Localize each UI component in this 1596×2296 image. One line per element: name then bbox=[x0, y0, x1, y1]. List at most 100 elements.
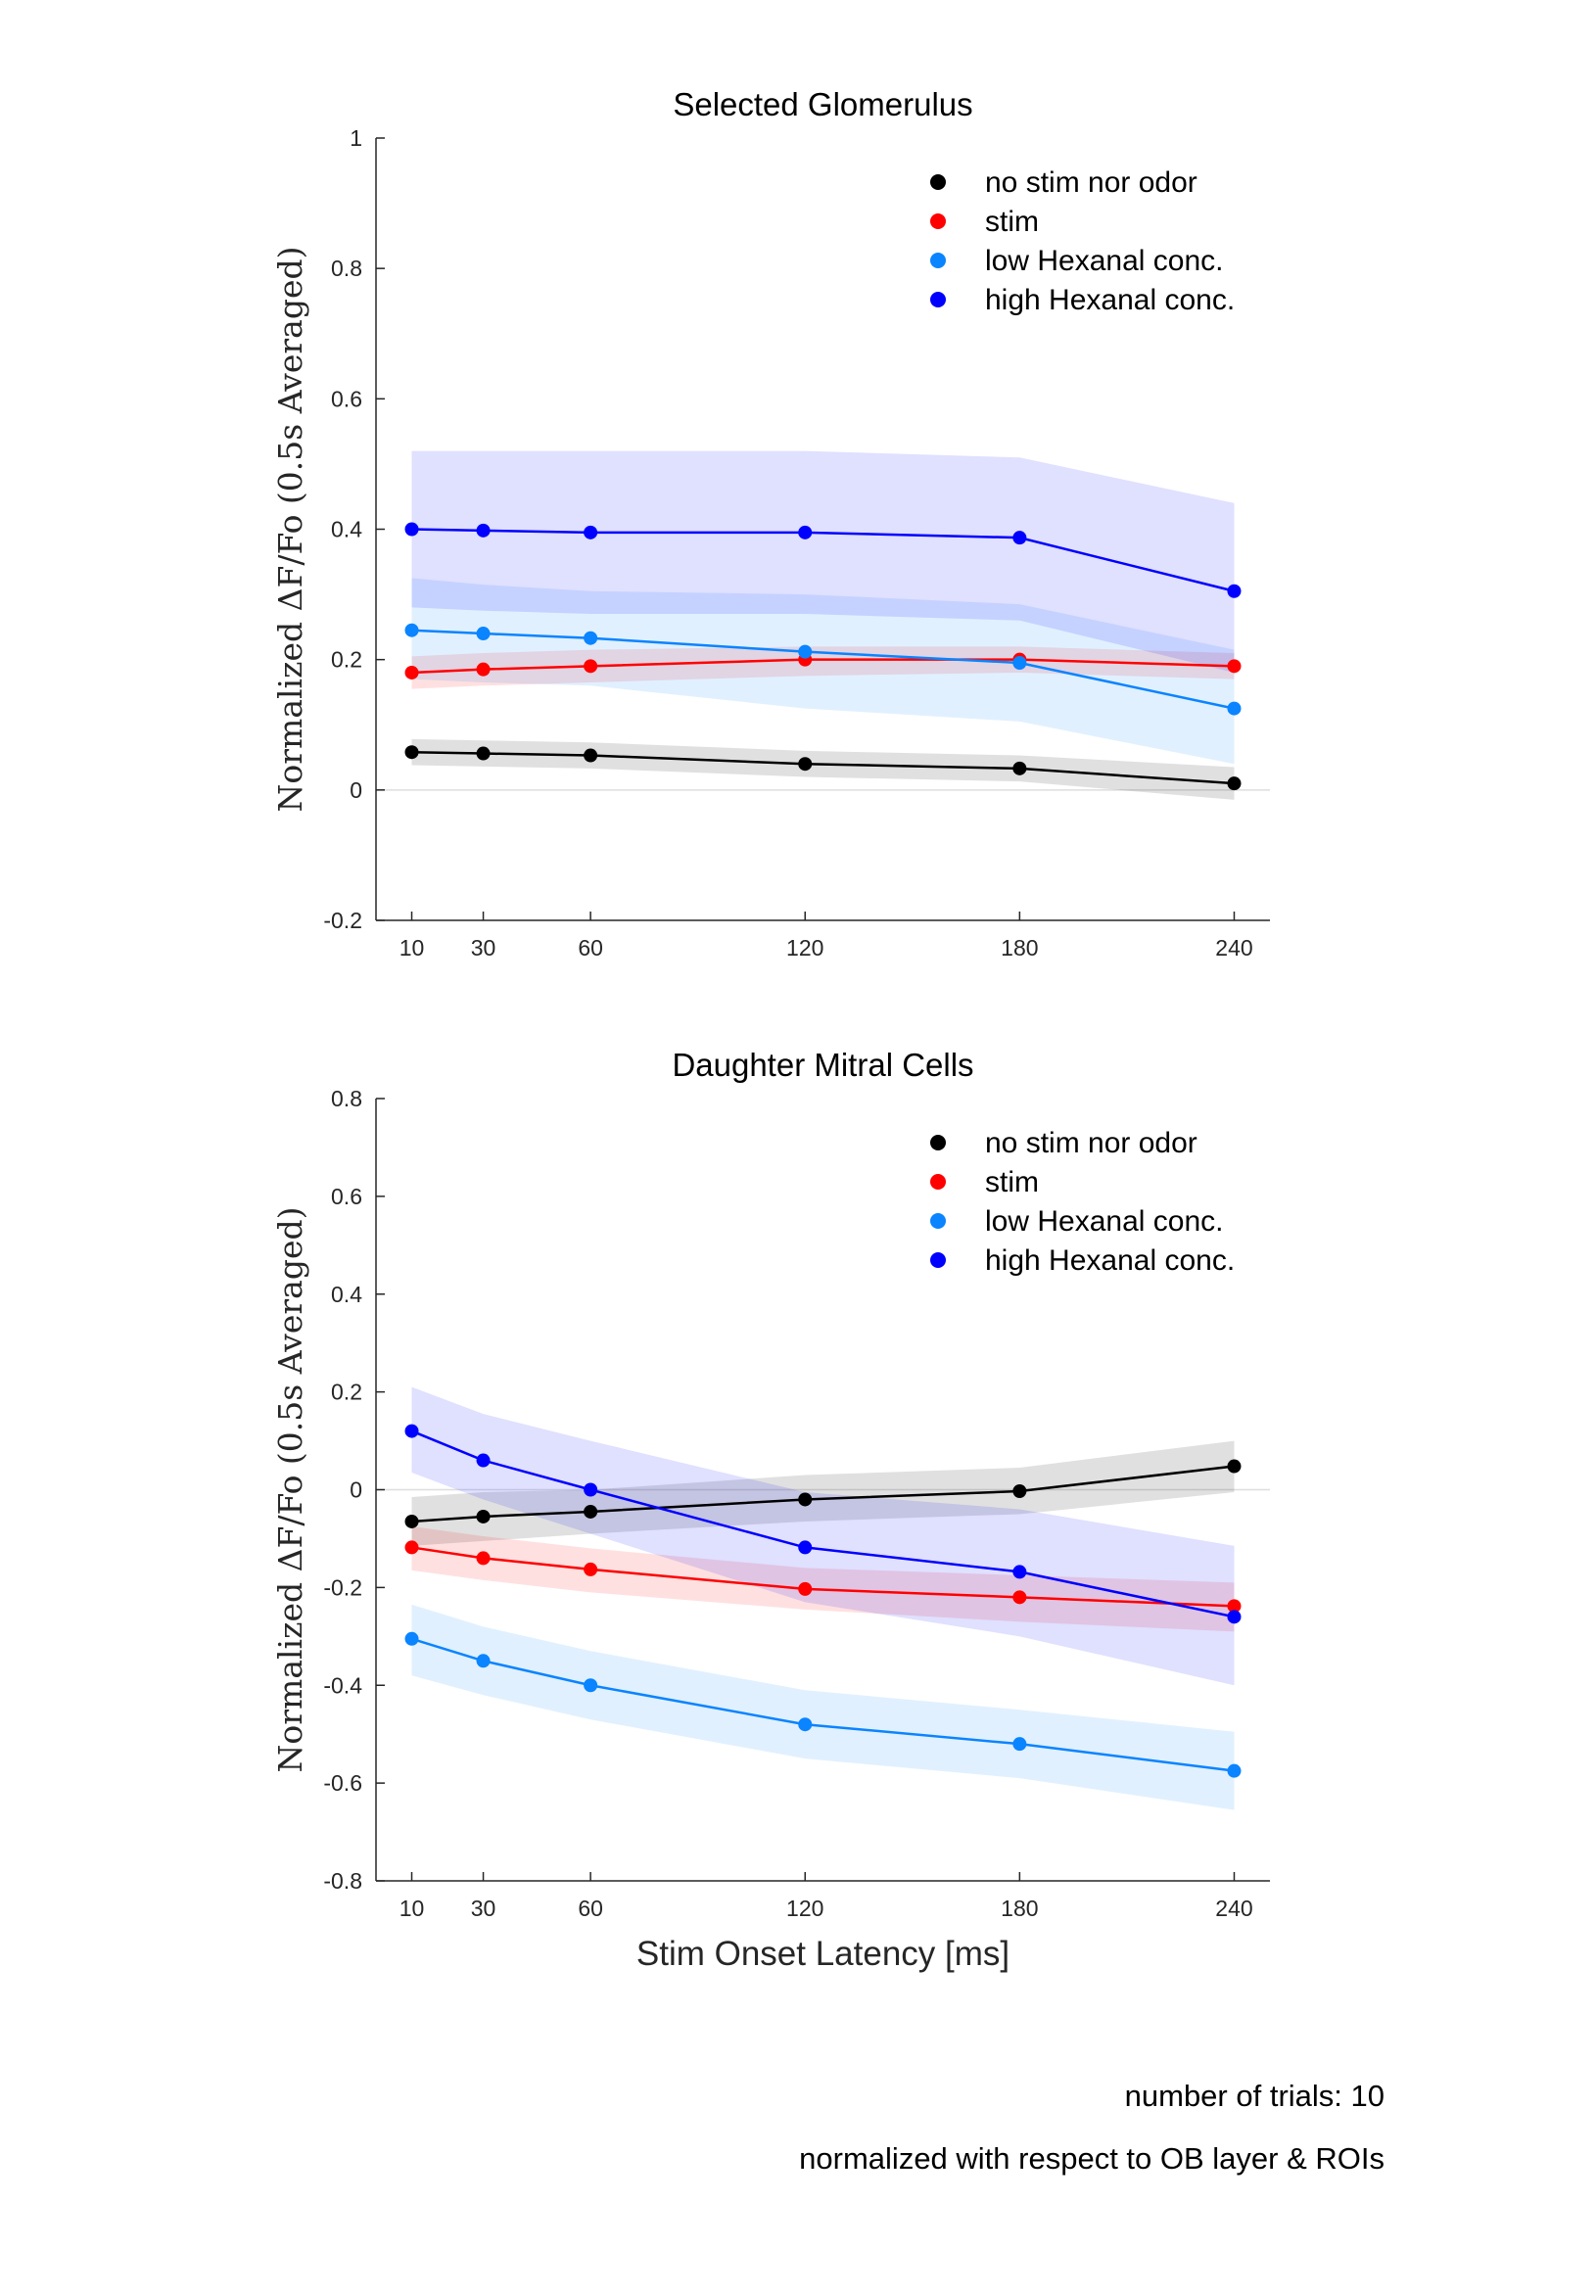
data-point bbox=[476, 662, 491, 677]
data-point bbox=[404, 1424, 419, 1438]
y-tick-label: 1 bbox=[350, 125, 362, 151]
data-point bbox=[1227, 701, 1242, 716]
x-tick-label: 120 bbox=[786, 1896, 823, 1921]
data-point bbox=[476, 627, 491, 641]
legend-label: low Hexanal conc. bbox=[985, 245, 1223, 277]
y-tick-label: 0.2 bbox=[331, 1380, 362, 1405]
x-tick-label: 10 bbox=[399, 1896, 425, 1921]
data-point bbox=[584, 1562, 598, 1576]
x-tick-label: 120 bbox=[786, 935, 823, 961]
data-point bbox=[1012, 1565, 1027, 1579]
x-axis-label: Stim Onset Latency [ms] bbox=[636, 1935, 1009, 1973]
footnote-trials: number of trials: 10 bbox=[1124, 2079, 1385, 2113]
legend-marker bbox=[930, 1135, 946, 1150]
confidence-band bbox=[411, 450, 1235, 673]
legend-label: low Hexanal conc. bbox=[985, 1205, 1223, 1238]
data-point bbox=[798, 757, 813, 772]
confidence-band bbox=[411, 1604, 1235, 1810]
series-line bbox=[411, 528, 1235, 592]
data-point bbox=[404, 1540, 419, 1555]
data-point bbox=[1012, 1737, 1027, 1752]
data-point bbox=[584, 631, 598, 645]
chart-title: Selected Glomerulus bbox=[673, 86, 972, 122]
x-tick-label: 60 bbox=[578, 935, 603, 961]
data-point bbox=[584, 659, 598, 674]
series-line bbox=[411, 1546, 1235, 1608]
data-point bbox=[1012, 655, 1027, 670]
data-point bbox=[584, 748, 598, 763]
chart-daughter-mitral-cells: -0.8 -0.6 -0.4 -0.2 0 0.2 0.4 0.6 0.8 10 30 60 120 18… bbox=[271, 1047, 1270, 1973]
data-point bbox=[584, 1678, 598, 1693]
x-tick-label: 30 bbox=[471, 935, 496, 961]
confidence-band bbox=[411, 646, 1235, 689]
legend-marker bbox=[930, 1174, 946, 1190]
series-line bbox=[411, 1465, 1235, 1523]
data-point bbox=[404, 745, 419, 760]
y-tick-label: 0.6 bbox=[331, 386, 362, 411]
x-tick-label: 180 bbox=[1001, 1896, 1038, 1921]
y-tick-label: -0.8 bbox=[323, 1868, 362, 1894]
data-point bbox=[798, 644, 813, 659]
data-point bbox=[798, 525, 813, 539]
chart-selected-glomerulus: -0.2 0 0.2 0.4 0.6 0.8 1 10 30 60 120 180 240 Selecte… bbox=[271, 86, 1270, 961]
y-tick-label: -0.4 bbox=[323, 1672, 362, 1698]
data-point bbox=[404, 623, 419, 637]
data-point bbox=[798, 1717, 813, 1732]
data-point bbox=[404, 665, 419, 679]
series-line bbox=[411, 1429, 1235, 1618]
y-tick-label: -0.2 bbox=[323, 908, 362, 933]
data-point bbox=[1227, 1459, 1242, 1474]
data-point bbox=[1227, 659, 1242, 674]
data-point bbox=[798, 1581, 813, 1596]
confidence-band bbox=[411, 738, 1235, 800]
legend-marker bbox=[930, 213, 946, 229]
chart-title: Daughter Mitral Cells bbox=[672, 1047, 973, 1083]
data-point bbox=[476, 1551, 491, 1566]
x-tick-label: 240 bbox=[1215, 935, 1252, 961]
data-point bbox=[584, 1482, 598, 1497]
y-tick-label: 0 bbox=[350, 1477, 362, 1503]
data-point bbox=[476, 1509, 491, 1523]
series-line bbox=[411, 1637, 1235, 1772]
confidence-band bbox=[411, 1525, 1235, 1632]
legend-label: stim bbox=[985, 1166, 1039, 1198]
y-tick-label: 0.2 bbox=[331, 647, 362, 673]
legend-label: high Hexanal conc. bbox=[985, 284, 1235, 316]
x-tick-label: 180 bbox=[1001, 935, 1038, 961]
data-point bbox=[404, 1631, 419, 1646]
legend-label: high Hexanal conc. bbox=[985, 1244, 1235, 1277]
data-point bbox=[798, 1540, 813, 1555]
y-axis-label: Normalized ΔF/Fo (0.5s Averaged) bbox=[271, 247, 309, 813]
data-point bbox=[1012, 1590, 1027, 1605]
footnote-normalization: normalized with respect to OB layer & RO… bbox=[799, 2141, 1385, 2176]
y-tick-label: 0.6 bbox=[331, 1184, 362, 1209]
y-tick-label: 0.8 bbox=[331, 256, 362, 281]
legend-label: stim bbox=[985, 206, 1039, 238]
x-tick-label: 60 bbox=[578, 1896, 603, 1921]
legend-marker bbox=[930, 1213, 946, 1229]
y-axis-label: Normalized ΔF/Fo (0.5s Averaged) bbox=[271, 1207, 309, 1773]
legend-label: no stim nor odor bbox=[985, 1127, 1197, 1159]
data-point bbox=[1227, 1610, 1242, 1624]
data-point bbox=[1012, 1483, 1027, 1498]
data-point bbox=[1012, 531, 1027, 545]
legend-marker bbox=[930, 292, 946, 307]
data-point bbox=[404, 522, 419, 537]
series-line bbox=[411, 658, 1235, 675]
confidence-band bbox=[411, 1386, 1235, 1686]
y-tick-label: 0 bbox=[350, 777, 362, 803]
y-tick-label: -0.6 bbox=[323, 1770, 362, 1796]
data-point bbox=[1227, 1763, 1242, 1778]
y-tick-label: 0.8 bbox=[331, 1086, 362, 1111]
legend-marker bbox=[930, 253, 946, 268]
x-tick-label: 240 bbox=[1215, 1896, 1252, 1921]
data-point bbox=[476, 523, 491, 538]
data-point bbox=[476, 1453, 491, 1468]
legend-marker bbox=[930, 174, 946, 190]
confidence-band bbox=[411, 578, 1235, 765]
legend-label: no stim nor odor bbox=[985, 166, 1197, 199]
series-line bbox=[411, 750, 1235, 785]
data-point bbox=[476, 746, 491, 761]
data-point bbox=[1227, 584, 1242, 598]
